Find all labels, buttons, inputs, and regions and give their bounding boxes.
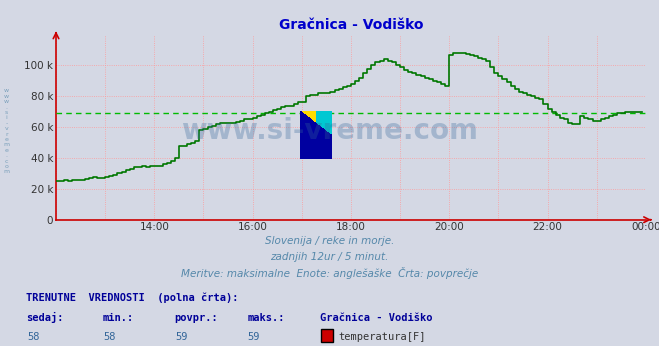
Text: 59: 59: [175, 332, 188, 342]
Text: TRENUTNE  VREDNOSTI  (polna črta):: TRENUTNE VREDNOSTI (polna črta):: [26, 292, 239, 303]
Text: Meritve: maksimalne  Enote: anglešaške  Črta: povprečje: Meritve: maksimalne Enote: anglešaške Čr…: [181, 267, 478, 279]
Text: min.:: min.:: [102, 313, 133, 323]
Text: 58: 58: [27, 332, 40, 342]
Text: zadnjih 12ur / 5 minut.: zadnjih 12ur / 5 minut.: [270, 252, 389, 262]
Text: temperatura[F]: temperatura[F]: [338, 332, 426, 342]
Text: Slovenija / reke in morje.: Slovenija / reke in morje.: [265, 236, 394, 246]
Title: Gračnica - Vodiško: Gračnica - Vodiško: [279, 18, 423, 32]
Text: povpr.:: povpr.:: [175, 313, 218, 323]
Text: w
w
w
.
s
i
-
v
r
e
m
e
.
c
o
m: w w w . s i - v r e m e . c o m: [3, 89, 10, 174]
Text: 58: 58: [103, 332, 115, 342]
Text: 59: 59: [248, 332, 260, 342]
Text: sedaj:: sedaj:: [26, 312, 64, 323]
Text: Gračnica - Vodiško: Gračnica - Vodiško: [320, 313, 432, 323]
Text: maks.:: maks.:: [247, 313, 285, 323]
Text: www.si-vreme.com: www.si-vreme.com: [181, 118, 478, 145]
